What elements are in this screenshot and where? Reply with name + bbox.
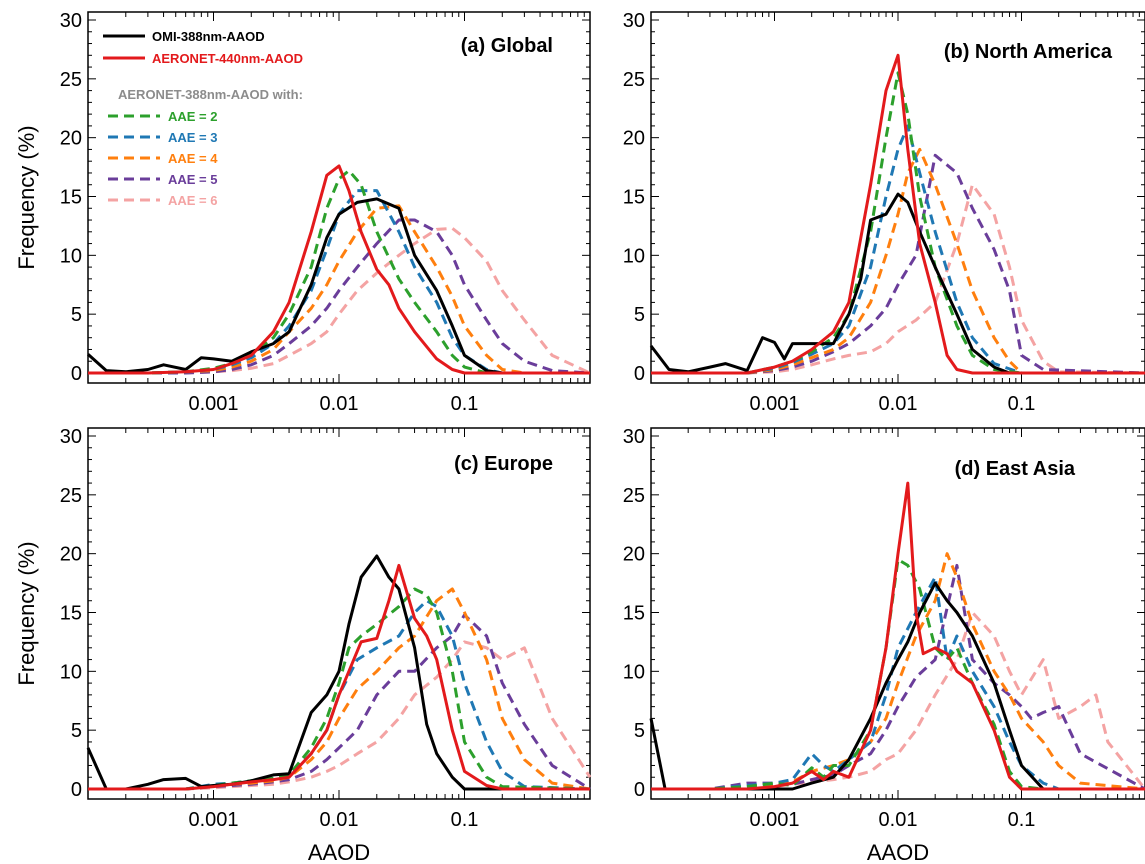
series-line-aae3 [651, 575, 1145, 791]
y-tick-label: 5 [71, 304, 82, 326]
x-tick-label: 0.01 [879, 809, 918, 831]
x-tick-label: 0.01 [879, 393, 918, 415]
y-tick-label: 10 [623, 661, 645, 683]
series-line-aeronet440 [651, 481, 1145, 791]
x-tick-label: 0.01 [320, 809, 359, 831]
y-tick-label: 15 [60, 603, 82, 625]
y-tick-label: 0 [634, 779, 645, 801]
plot-frame [87, 427, 591, 800]
y-tick-label: 10 [60, 661, 82, 683]
x-tick-label: 0.1 [451, 809, 479, 831]
y-tick-label: 0 [71, 779, 82, 801]
series-line-omi [86, 554, 590, 791]
y-tick-label: 5 [71, 720, 82, 742]
series-line-aeronet440 [88, 164, 590, 375]
x-tick-label: 0.1 [1008, 393, 1036, 415]
series-line-aeronet440 [88, 563, 590, 791]
series-line-aae4 [651, 552, 1145, 791]
legend: OMI-388nm-AAOD AERONET-440nm-AAOD AERONE… [103, 29, 303, 208]
series-line-aae6 [651, 611, 1145, 791]
x-tick-label: 0.1 [1008, 809, 1036, 831]
plot-frame [650, 427, 1145, 800]
y-tick-label: 10 [60, 245, 82, 267]
x-tick-label: 0.01 [320, 393, 359, 415]
y-tick-label: 30 [60, 426, 82, 448]
series-line-aae4 [651, 147, 1145, 375]
panel-title: (a) Global [461, 35, 553, 57]
series-line-omi [649, 192, 1145, 375]
y-tick-label: 20 [60, 544, 82, 566]
panel-0: 0 5 10 15 20 25 30 0.001 0.01 0.1 Frequency (%) (a)… [14, 10, 591, 415]
series-line-aae6 [88, 226, 591, 375]
series-line-aae6 [651, 183, 1145, 375]
legend-label-aae4: AAE = 4 [168, 151, 218, 166]
panel-3: 0 5 10 15 20 25 30 0.001 0.01 0.1 AAOD (d) East Asi… [623, 426, 1145, 864]
y-tick-label: 15 [623, 187, 645, 209]
y-tick-label: 0 [634, 363, 645, 385]
y-tick-label: 30 [623, 426, 645, 448]
y-tick-label: 25 [60, 69, 82, 91]
series-line-aae2 [88, 587, 591, 791]
y-tick-label: 30 [60, 10, 82, 32]
panel-title: (b) North America [944, 41, 1113, 63]
legend-label-aae5: AAE = 5 [168, 172, 218, 187]
series-line-aae5 [651, 153, 1145, 375]
y-tick-label: 20 [623, 128, 645, 150]
y-tick-label: 0 [71, 363, 82, 385]
y-tick-label: 15 [60, 187, 82, 209]
legend-label-aae6: AAE = 6 [168, 193, 218, 208]
legend-label-omi: OMI-388nm-AAOD [152, 29, 265, 44]
y-tick-label: 25 [60, 485, 82, 507]
y-tick-label: 25 [623, 69, 645, 91]
y-axis-label: Frequency (%) [14, 125, 39, 269]
panel-1: 0 5 10 15 20 25 30 0.001 0.01 0.1 (b) North Americ… [623, 10, 1145, 415]
legend-label-aae3: AAE = 3 [168, 130, 218, 145]
y-axis-label: Frequency (%) [14, 541, 39, 685]
legend-subtitle: AERONET-388nm-AAOD with: [118, 87, 303, 102]
series-line-aae5 [88, 218, 591, 375]
y-tick-label: 5 [634, 304, 645, 326]
panel-title: (d) East Asia [955, 458, 1076, 480]
series-line-aae3 [651, 124, 1145, 375]
plot-frame [87, 11, 591, 384]
legend-label-aae2: AAE = 2 [168, 109, 218, 124]
panel-title: (c) Europe [454, 453, 553, 475]
series-line-omi [86, 197, 590, 375]
series-line-aae4 [88, 587, 591, 791]
y-tick-label: 5 [634, 720, 645, 742]
y-tick-label: 25 [623, 485, 645, 507]
x-axis-label: AAOD [308, 840, 370, 864]
series-line-aae5 [651, 563, 1145, 791]
x-tick-label: 0.001 [188, 809, 238, 831]
x-tick-label: 0.001 [749, 393, 799, 415]
series-line-aae3 [88, 599, 591, 791]
y-tick-label: 20 [60, 128, 82, 150]
legend-label-aeronet440: AERONET-440nm-AAOD [152, 51, 303, 66]
y-tick-label: 30 [623, 10, 645, 32]
series-line-aae6 [88, 640, 592, 791]
y-tick-label: 10 [623, 245, 645, 267]
panel-2: 0 5 10 15 20 25 30 0.001 0.01 0.1 Frequency (%) AAO… [14, 426, 592, 864]
series-line-aae4 [88, 204, 590, 375]
series-line-aae5 [88, 613, 591, 791]
series-line-aae2 [88, 169, 590, 375]
y-tick-label: 15 [623, 603, 645, 625]
x-tick-label: 0.1 [451, 393, 479, 415]
series-line-aae2 [651, 558, 1145, 791]
series-line-aae3 [88, 189, 590, 375]
x-tick-label: 0.001 [749, 809, 799, 831]
panels: 0 5 10 15 20 25 30 0.001 0.01 0.1 Frequency (%) (a)… [14, 10, 1145, 864]
series-line-aeronet440 [651, 53, 1145, 375]
x-axis-label: AAOD [867, 840, 929, 864]
y-tick-label: 20 [623, 544, 645, 566]
series-line-aae2 [651, 71, 1145, 375]
x-tick-label: 0.001 [188, 393, 238, 415]
